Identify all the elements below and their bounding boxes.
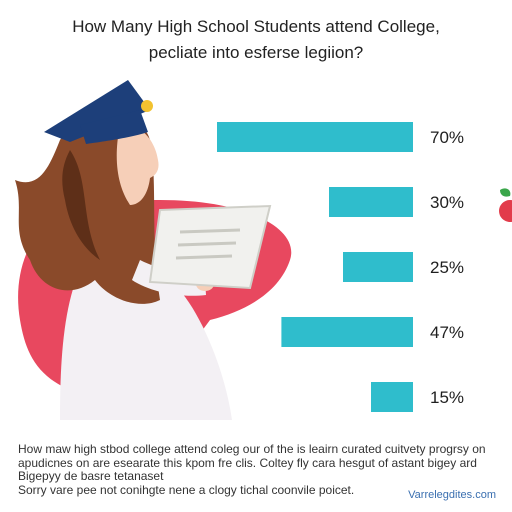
apple-icon [499,188,512,222]
chart-title: How Many High School Students attend Col… [72,17,440,36]
bar-value-label: 47% [430,323,464,342]
footnote-line: How maw high stbod college attend coleg … [18,443,486,456]
footnote-line: apudicnes on are esearate this kpom fre … [18,456,477,470]
bar [217,122,413,152]
chart-title-block: How Many High School Students attend Col… [0,14,512,66]
bar-chart: 70% 30% 25% 47% 15% [217,122,512,412]
tassel-icon [141,100,153,112]
bar [371,382,413,412]
bar-value-label: 25% [430,258,464,277]
bar-value-label: 30% [430,193,464,212]
laptop-screen-lines [175,228,241,260]
student-face [116,124,159,205]
student-illustration [15,80,292,420]
bar [343,252,413,282]
footnote: How maw high stbod college attend coleg … [18,443,498,497]
chart-subtitle: pecliate into esferse legiion? [148,43,364,62]
footnote-line: Sorry vare pee not conihgte nene a clogy… [18,483,355,497]
bars-layer [217,122,413,412]
bar [329,187,413,217]
bar-value-label: 15% [430,388,464,407]
student-body [60,265,232,420]
laptop-icon [148,204,272,290]
footnote-line: Bigepyy de basre tetanaset [18,470,164,483]
hair-strands [62,150,100,260]
graduation-cap-icon [44,80,150,142]
source-credit: Varrelegdites.com [408,489,496,501]
bar-value-label: 70% [430,128,464,147]
value-labels-layer: 70% 30% 25% 47% 15% [430,128,464,407]
bar [281,317,413,347]
cap-band [80,110,148,144]
